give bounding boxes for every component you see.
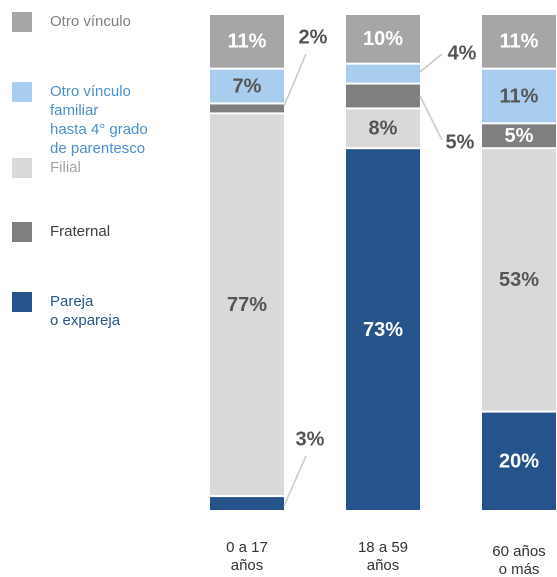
legend-label-line: Fraternal [50,223,110,240]
value-label: 7% [233,75,262,97]
value-label: 77% [227,294,267,316]
legend-label: Otro vínculo familiar hasta 4° grado de par… [50,83,148,157]
legend-swatch [12,222,32,242]
bar-segment [346,15,420,63]
x-tick-label: 18 a 59 años [358,539,408,574]
x-tick-label-line: 18 a 59 [358,539,408,556]
bar-segment [210,114,284,496]
legend-label-line: Otro vínculo [50,83,131,100]
bar-segment [346,109,420,148]
legend-label: Pareja o expareja [50,293,121,329]
value-label: 8% [369,118,398,140]
value-label: 10% [363,28,403,50]
bar-segment [482,69,556,123]
bar-segment [346,84,420,108]
legend-label-line: de parentesco [50,140,145,157]
x-tick-label-line: o más [499,561,540,577]
leader-line [419,53,443,73]
bar-segment [210,69,284,103]
legend-label: Fraternal [50,223,110,240]
legend-label-line: Otro vínculo [50,13,131,30]
value-label: 11% [500,31,539,53]
value-label: 53% [499,269,539,291]
bar-segment [482,149,556,411]
value-label: 4% [448,42,477,64]
bar-segment [210,104,284,113]
legend-label-line: familiar [50,102,98,119]
x-tick-label-line: años [231,557,264,574]
bar-segment [210,497,284,510]
value-label: 3% [296,428,325,450]
legend-label-line: hasta 4° grado [50,121,148,138]
legend-label: Otro vínculo [50,13,131,30]
x-tick-label: 60 años o más [492,543,545,577]
x-tick-label-line: años [367,557,400,574]
legend-swatch [12,158,32,178]
value-label: 11% [500,85,539,107]
legend-label-line: Filial [50,159,81,176]
value-label: 73% [363,319,403,341]
bar-segment [210,15,284,68]
x-tick-label: 0 a 17 años [226,539,268,574]
x-tick-label-line: 60 años [492,543,545,560]
bar-segment [482,124,556,148]
value-label: 2% [299,26,328,48]
legend-label-line: o expareja [50,312,121,329]
leader-line [283,455,307,507]
bar-segment [346,149,420,510]
leader-line [283,53,307,107]
legend-label-line: Pareja [50,293,94,310]
legend-swatch [12,12,32,32]
value-label: 20% [499,451,539,473]
legend-swatch [12,292,32,312]
value-label: 5% [505,125,534,147]
leader-line [419,95,443,141]
x-tick-label-line: 0 a 17 [226,539,268,556]
legend-swatch [12,82,32,102]
value-label: 5% [446,131,475,153]
legend-label: Filial [50,159,81,176]
bar-segment [346,64,420,83]
value-label: 11% [228,31,267,53]
bar-segment [482,412,556,510]
bar-segment [482,15,556,68]
